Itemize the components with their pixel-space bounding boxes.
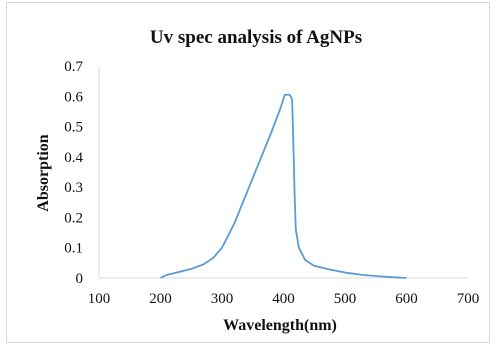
x-tick-label: 300 <box>211 291 234 307</box>
x-tick-label: 500 <box>334 291 357 307</box>
y-axis-title: Absorption <box>35 134 52 211</box>
y-tick-label: 0.3 <box>64 180 83 196</box>
x-tick-label: 100 <box>88 291 111 307</box>
y-tick-label: 0.1 <box>64 241 83 257</box>
x-axis-title: Wavelength(nm) <box>223 317 337 334</box>
y-tick-label: 0.6 <box>64 89 83 105</box>
tick-labels: 100 200 300 400 500 600 700 0 0.1 0.2 0.3 0.4 0.5 0.6… <box>64 59 479 307</box>
x-tick-label: 700 <box>457 291 480 307</box>
x-tick-label: 600 <box>395 291 418 307</box>
y-tick-label: 0.7 <box>64 59 83 75</box>
y-tick-label: 0 <box>76 271 84 287</box>
chart-title: Uv spec analysis of AgNPs <box>150 27 362 48</box>
absorption-series-line <box>160 93 407 279</box>
y-tick-label: 0.5 <box>64 120 83 136</box>
x-tick-label: 400 <box>272 291 295 307</box>
y-tick-label: 0.4 <box>64 150 83 166</box>
y-tick-label: 0.2 <box>64 210 83 226</box>
x-tick-label: 200 <box>149 291 172 307</box>
